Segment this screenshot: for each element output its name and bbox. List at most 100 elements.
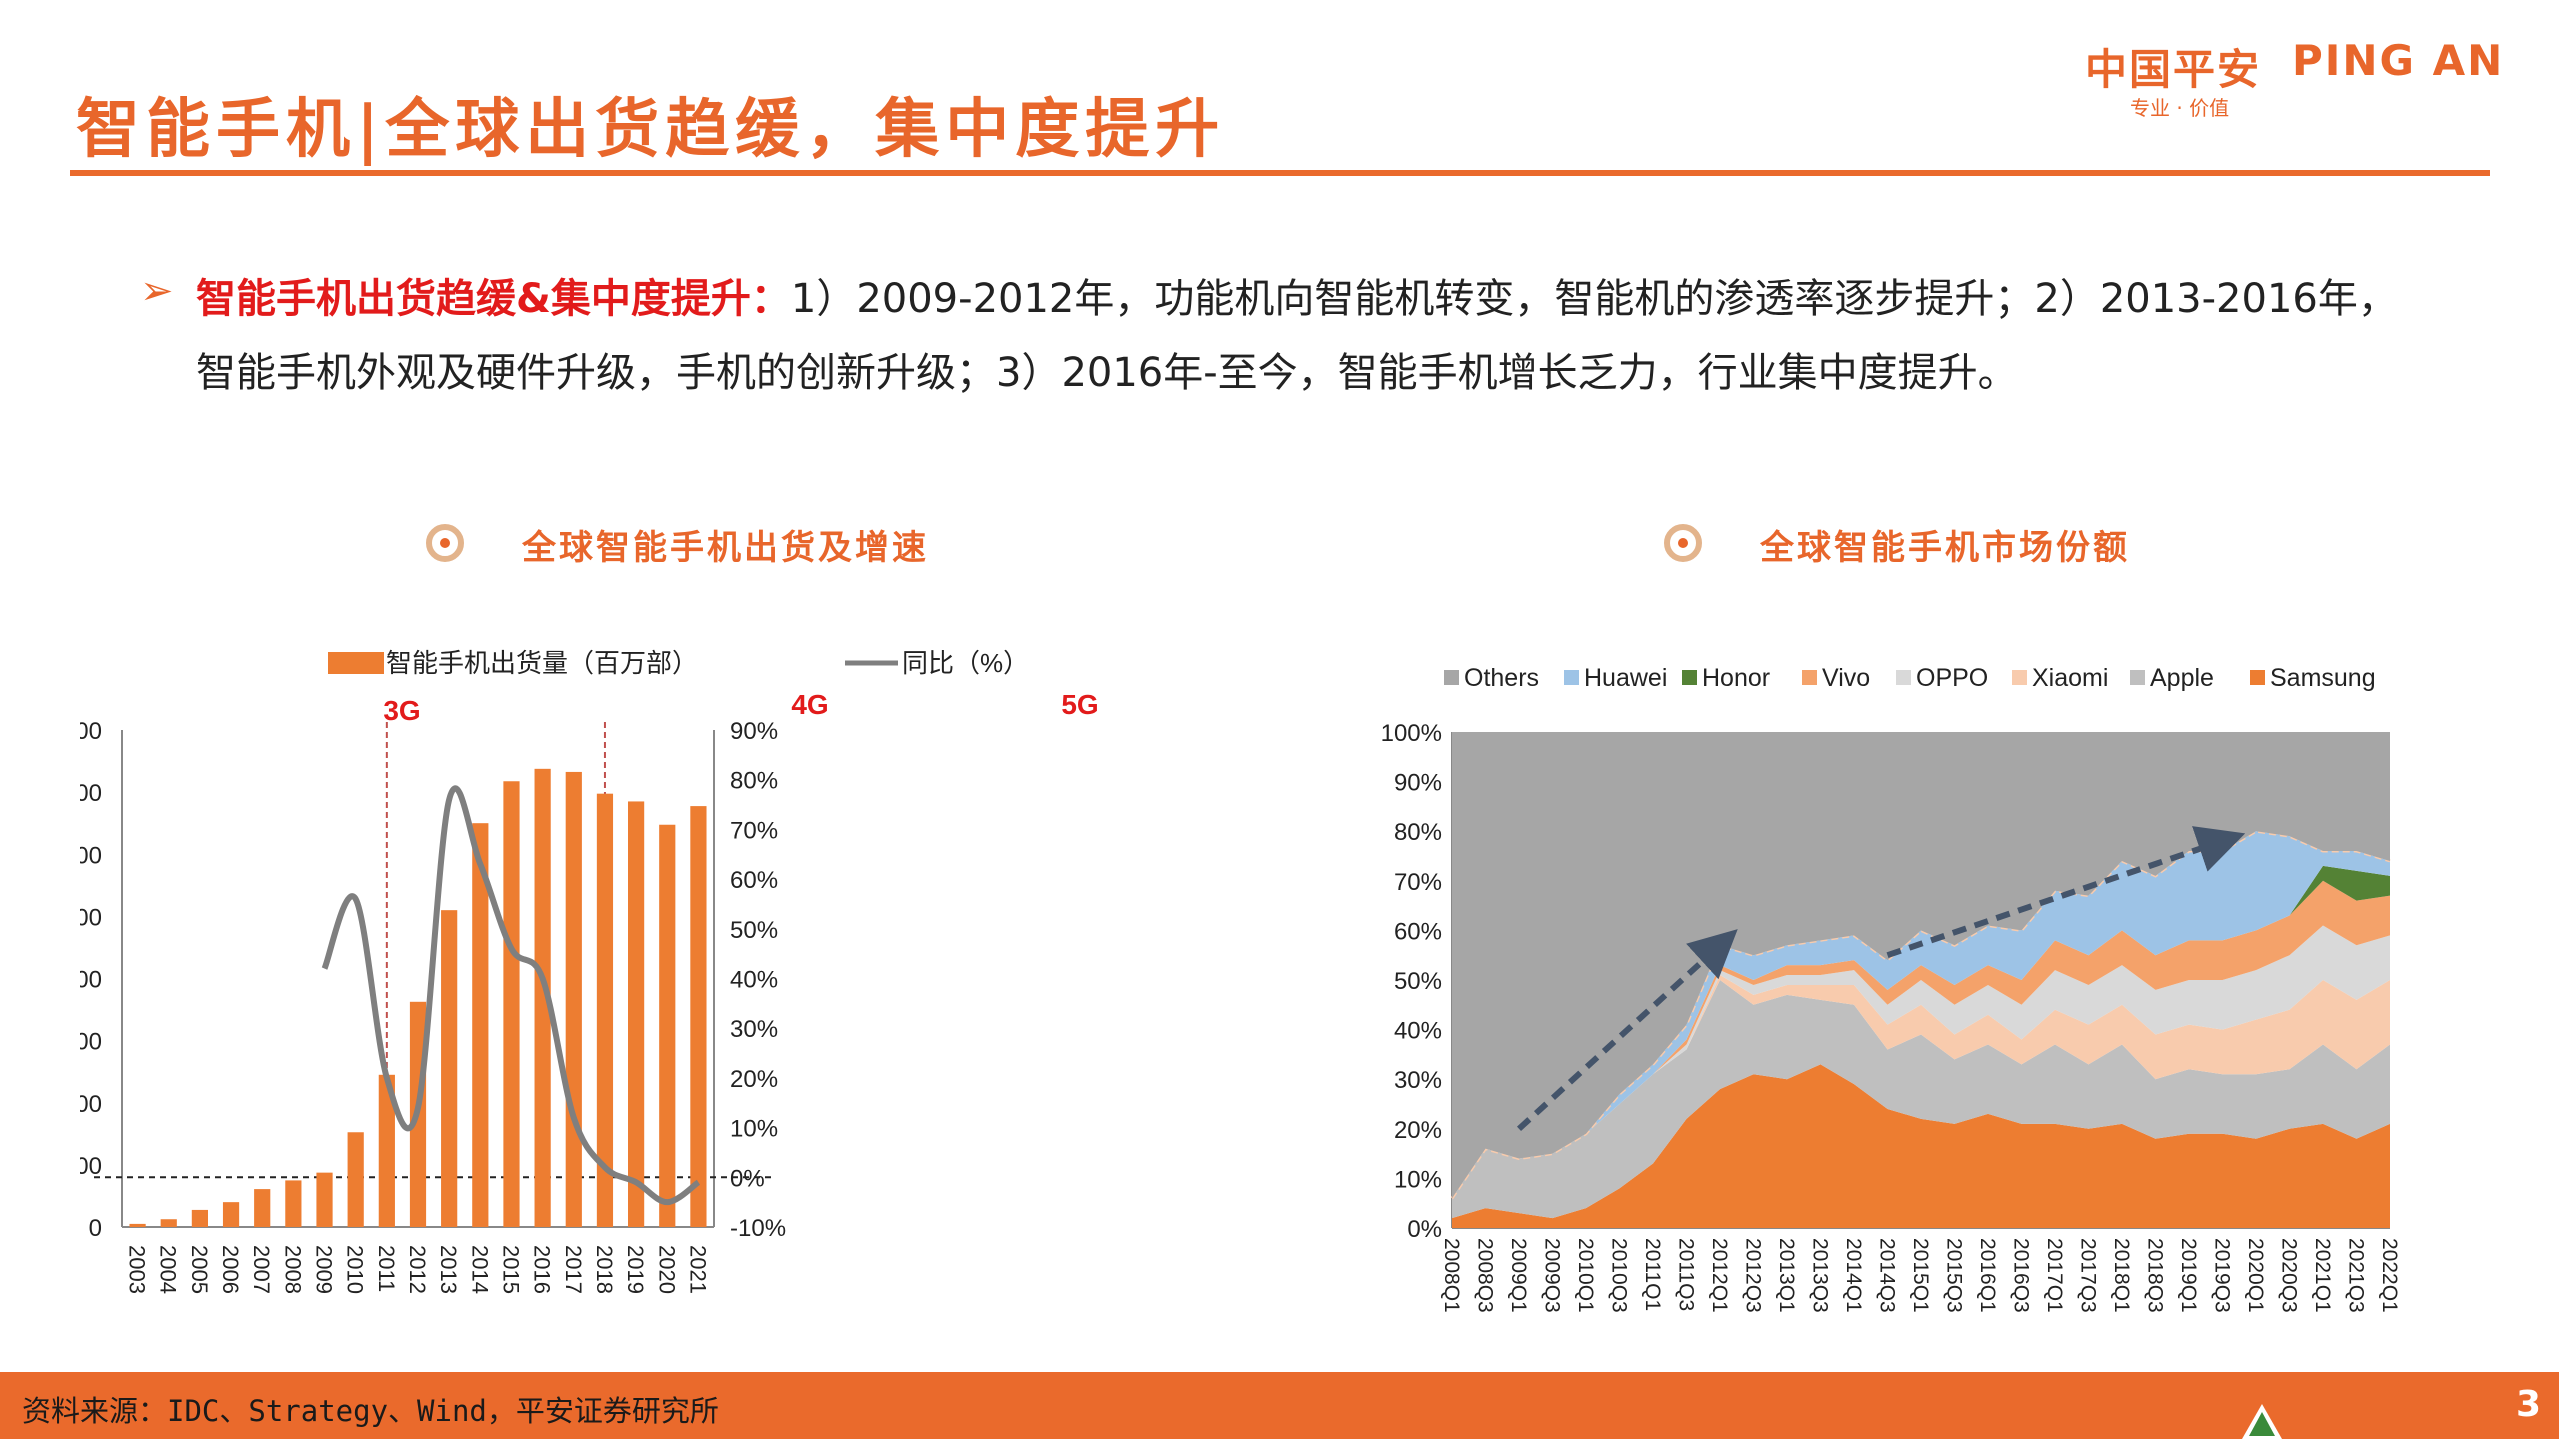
page-title: 智能手机|全球出货趋缓，集中度提升 bbox=[76, 92, 1226, 167]
legend-line-label: 同比（%） bbox=[902, 648, 1029, 678]
summary-paragraph: 智能手机出货趋缓&集中度提升：1）2009-2012年，功能机向智能机转变，智能… bbox=[196, 262, 2436, 410]
legend-bar-swatch bbox=[328, 652, 384, 674]
area-huawei bbox=[1452, 831, 2390, 1199]
y-tick-label: 10% bbox=[1394, 1166, 1442, 1193]
x-tick-label: 2016 bbox=[530, 1245, 555, 1294]
bar-shipments bbox=[191, 1209, 208, 1227]
footer-source: 资料来源：IDC、Strategy、Wind，平安证券研究所 bbox=[22, 1394, 719, 1428]
summary-highlight: 智能手机出货趋缓&集中度提升： bbox=[196, 276, 791, 322]
era-label-5g: 5G bbox=[1061, 689, 1098, 720]
y-tick-label: 50% bbox=[1394, 968, 1442, 995]
x-tick-label: 2021 bbox=[685, 1245, 710, 1294]
y-right-tick-label: 30% bbox=[730, 1016, 778, 1043]
bar-shipments bbox=[472, 823, 489, 1227]
x-tick-label: 2016Q1 bbox=[1976, 1238, 1999, 1313]
y-tick-label: 0% bbox=[1407, 1216, 1442, 1243]
left-section-title: 全球智能手机出货及增速 bbox=[522, 528, 929, 568]
y-right-tick-label: 70% bbox=[730, 817, 778, 844]
legend-label-samsung: Samsung bbox=[2270, 664, 2376, 692]
x-tick-label: 2008Q3 bbox=[1474, 1238, 1497, 1313]
x-tick-label: 2015Q3 bbox=[1943, 1238, 1966, 1313]
y-right-tick-label: 90% bbox=[730, 718, 778, 745]
y-tick-label: 70% bbox=[1394, 869, 1442, 896]
x-tick-label: 2019Q3 bbox=[2211, 1238, 2234, 1313]
legend-label-others: Others bbox=[1464, 664, 1539, 692]
bar-shipments bbox=[160, 1219, 177, 1227]
x-tick-label: 2013Q3 bbox=[1809, 1238, 1832, 1313]
bar-shipments bbox=[316, 1172, 333, 1227]
x-tick-label: 2012Q1 bbox=[1708, 1238, 1731, 1313]
x-tick-label: 2015 bbox=[498, 1245, 523, 1294]
legend-label-honor: Honor bbox=[1702, 664, 1770, 692]
bullet-arrow-icon: ➢ bbox=[140, 268, 174, 314]
x-tick-label: 2011Q3 bbox=[1675, 1238, 1698, 1311]
x-tick-label: 2010 bbox=[343, 1245, 368, 1294]
x-tick-label: 2004 bbox=[156, 1245, 181, 1294]
y-left-tick-label: 400 bbox=[80, 1091, 102, 1118]
area-apple bbox=[1452, 980, 2390, 1219]
x-tick-label: 2009Q1 bbox=[1507, 1238, 1530, 1313]
y-right-tick-label: -10% bbox=[730, 1215, 786, 1242]
y-right-tick-label: 0% bbox=[730, 1165, 765, 1192]
x-tick-label: 2018Q1 bbox=[2110, 1238, 2133, 1313]
legend-label-xiaomi: Xiaomi bbox=[2032, 664, 2108, 692]
y-tick-label: 40% bbox=[1394, 1018, 1442, 1045]
page-number: 3 bbox=[2516, 1384, 2542, 1425]
bar-shipments bbox=[347, 1132, 364, 1227]
x-tick-label: 2007 bbox=[249, 1245, 274, 1294]
area-others bbox=[1452, 732, 2390, 1199]
x-tick-label: 2016Q3 bbox=[2010, 1238, 2033, 1313]
y-tick-label: 80% bbox=[1394, 819, 1442, 846]
y-right-tick-label: 50% bbox=[730, 917, 778, 944]
bar-shipments bbox=[659, 824, 676, 1227]
x-tick-label: 2008Q1 bbox=[1440, 1238, 1463, 1313]
x-tick-label: 2017Q1 bbox=[2043, 1238, 2066, 1313]
section-bullet-icon bbox=[1664, 524, 1702, 562]
x-tick-label: 2017Q3 bbox=[2077, 1238, 2100, 1313]
y-tick-label: 60% bbox=[1394, 918, 1442, 945]
x-tick-label: 2021Q1 bbox=[2311, 1238, 2334, 1313]
bar-shipments bbox=[378, 1074, 395, 1227]
summary-text: 1）2009-2012年，功能机向智能机转变，智能机的渗透率逐步提升；2）201… bbox=[196, 276, 2398, 396]
section-bullet-icon bbox=[426, 524, 464, 562]
legend-swatch-xiaomi bbox=[2012, 670, 2027, 685]
bar-shipments bbox=[628, 801, 645, 1227]
y-right-tick-label: 60% bbox=[730, 867, 778, 894]
logo-slogan: 专业 · 价值 bbox=[2130, 96, 2230, 120]
y-left-tick-label: 1,600 bbox=[80, 718, 102, 745]
y-right-tick-label: 80% bbox=[730, 768, 778, 795]
bar-shipments bbox=[129, 1223, 146, 1227]
area-xiaomi bbox=[1452, 975, 2390, 1199]
y-left-tick-label: 800 bbox=[80, 967, 102, 994]
x-tick-label: 2010Q3 bbox=[1608, 1238, 1631, 1313]
right-section-title: 全球智能手机市场份额 bbox=[1760, 528, 2130, 568]
x-tick-label: 2013Q1 bbox=[1775, 1238, 1798, 1313]
legend-swatch-oppo bbox=[1896, 670, 1911, 685]
y-tick-label: 30% bbox=[1394, 1067, 1442, 1094]
yoy-growth-line bbox=[321, 785, 701, 1206]
shipments-growth-chart: 智能手机出货量（百万部） 同比（%） 3G 4G 5G 0 200 400 600 80… bbox=[80, 648, 1099, 1294]
x-tick-label: 2011 bbox=[374, 1245, 399, 1292]
y-tick-label: 100% bbox=[1381, 720, 1442, 747]
bar-shipments bbox=[441, 910, 458, 1227]
area-oppo bbox=[1452, 925, 2390, 1199]
x-tick-label: 2018Q3 bbox=[2144, 1238, 2167, 1313]
y-left-tick-label: 1,200 bbox=[80, 842, 102, 869]
y-right-tick-label: 10% bbox=[730, 1116, 778, 1143]
x-tick-label: 2013 bbox=[436, 1245, 461, 1294]
legend-swatch-honor bbox=[1682, 670, 1697, 685]
x-tick-label: 2019Q1 bbox=[2177, 1238, 2200, 1313]
x-tick-label: 2003 bbox=[125, 1245, 150, 1294]
y-left-tick-label: 200 bbox=[80, 1153, 102, 1180]
y-left-tick-label: 0 bbox=[89, 1215, 102, 1242]
logo-english: PING AN bbox=[2292, 36, 2505, 85]
legend-label-apple: Apple bbox=[2150, 664, 2214, 692]
bar-shipments bbox=[254, 1189, 271, 1227]
x-tick-label: 2019 bbox=[623, 1245, 648, 1294]
footer-bar bbox=[0, 1372, 2559, 1439]
x-tick-label: 2014Q3 bbox=[1876, 1238, 1899, 1313]
legend-swatch-others bbox=[1444, 670, 1459, 685]
bar-shipments bbox=[596, 793, 614, 1227]
legend-swatch-vivo bbox=[1802, 670, 1817, 685]
x-tick-label: 2020 bbox=[654, 1245, 679, 1294]
